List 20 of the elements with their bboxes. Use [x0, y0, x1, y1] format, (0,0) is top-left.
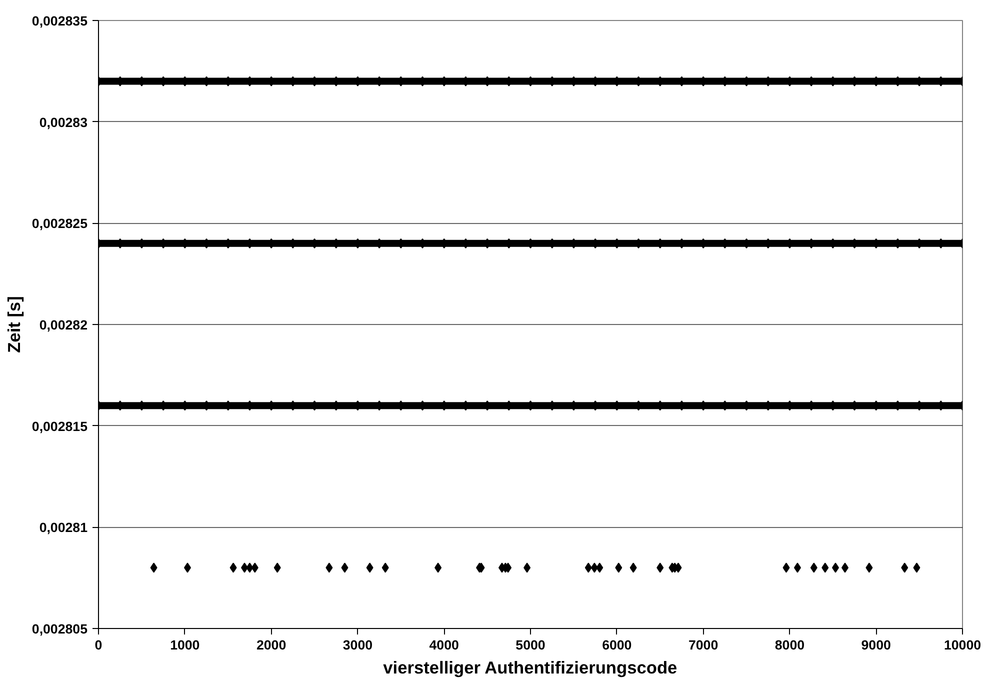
x-tick-label: 0	[94, 638, 102, 652]
x-tick-label: 2000	[256, 638, 286, 652]
y-tick-label: 0,00282	[39, 318, 88, 332]
y-tick-label: 0,002825	[32, 216, 88, 232]
x-tick-label: 4000	[429, 638, 459, 652]
x-axis-title: vierstelliger Authentifizierungscode	[383, 658, 678, 678]
x-tick-label: 7000	[688, 638, 718, 652]
x-tick-label: 9000	[861, 638, 891, 652]
x-tick-label: 3000	[342, 638, 373, 652]
x-tick-label: 6000	[602, 638, 632, 652]
x-tick-label: 1000	[170, 638, 200, 652]
y-tick-label: 0,00281	[39, 520, 88, 536]
x-tick-label: 8000	[774, 638, 805, 652]
y-tick-label: 0,002815	[32, 418, 88, 434]
y-tick-label: 0,00283	[39, 114, 88, 130]
y-tick-label: 0,002835	[32, 14, 88, 28]
y-tick-label: 0,002805	[32, 622, 88, 636]
x-tick-label: 10000	[944, 638, 982, 652]
y-axis-title: Zeit [s]	[4, 296, 24, 353]
x-tick-label: 5000	[516, 638, 546, 652]
